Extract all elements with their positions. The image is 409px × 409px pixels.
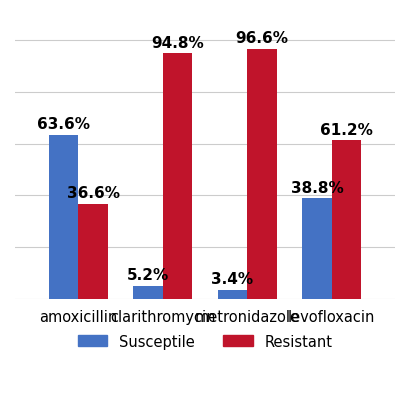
Legend: Susceptile, Resistant: Susceptile, Resistant — [72, 328, 337, 355]
Bar — [331, 141, 360, 299]
Bar — [133, 286, 162, 299]
Text: 94.8%: 94.8% — [151, 36, 203, 50]
Text: 96.6%: 96.6% — [235, 31, 288, 46]
Bar — [78, 204, 108, 299]
Text: 61.2%: 61.2% — [319, 122, 372, 137]
Text: 5.2%: 5.2% — [126, 267, 169, 282]
Text: 3.4%: 3.4% — [211, 272, 253, 287]
Bar — [162, 54, 192, 299]
Text: 38.8%: 38.8% — [290, 180, 342, 195]
Text: 63.6%: 63.6% — [37, 117, 90, 132]
Bar — [217, 290, 247, 299]
Bar — [301, 199, 331, 299]
Bar — [49, 135, 78, 299]
Bar — [247, 49, 276, 299]
Text: 36.6%: 36.6% — [66, 186, 119, 201]
